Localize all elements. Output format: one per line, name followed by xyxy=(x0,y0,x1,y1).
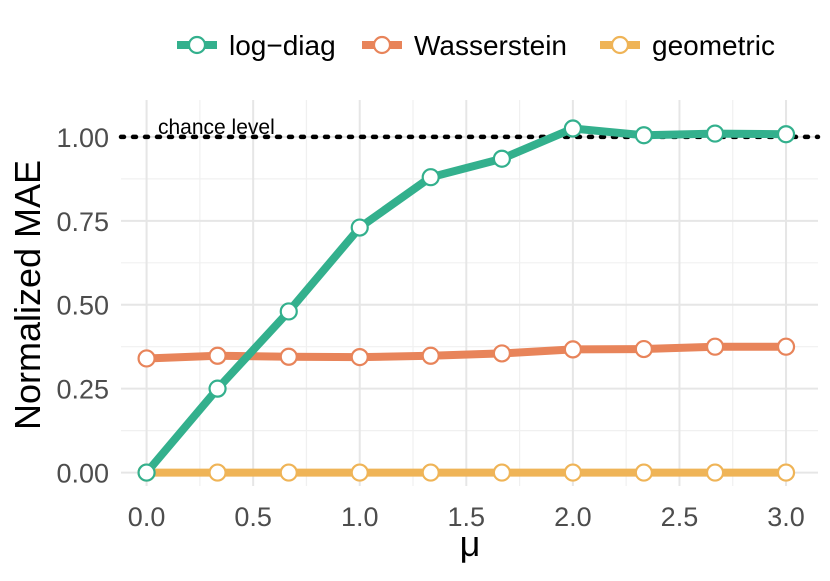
legend: log−diag Wasserstein geometric xyxy=(177,30,775,61)
data-point xyxy=(137,349,156,368)
data-point xyxy=(492,463,511,482)
y-tick-label: 1.00 xyxy=(56,123,109,153)
data-point xyxy=(421,463,440,482)
data-point xyxy=(705,463,725,482)
data-point xyxy=(350,463,369,482)
y-tick-label: 0.50 xyxy=(56,291,109,321)
series-group xyxy=(137,119,796,482)
y-tick-label: 0.75 xyxy=(56,207,109,237)
chance-level-label: chance level xyxy=(158,116,275,139)
x-axis-title: μ xyxy=(460,523,481,564)
legend-key-marker xyxy=(187,35,207,55)
data-point xyxy=(776,125,796,144)
grid xyxy=(121,100,818,486)
data-point xyxy=(421,346,440,365)
data-point xyxy=(421,168,440,187)
data-point xyxy=(492,344,511,363)
data-point xyxy=(563,119,582,138)
data-point xyxy=(492,149,511,168)
data-point xyxy=(208,463,227,482)
data-point xyxy=(705,124,725,143)
data-point xyxy=(350,348,369,367)
data-point xyxy=(563,340,582,359)
data-point xyxy=(563,463,582,482)
data-point xyxy=(776,463,796,482)
x-tick-label: 2.0 xyxy=(554,502,592,532)
data-point xyxy=(776,337,796,356)
data-point xyxy=(634,126,653,145)
series-line-0 xyxy=(143,124,787,476)
data-point xyxy=(279,347,298,366)
x-tick-label: 1.5 xyxy=(448,502,486,532)
x-tick-label: 0.5 xyxy=(234,502,272,532)
series-line-1 xyxy=(146,342,787,363)
x-tick-label: 2.5 xyxy=(661,502,699,532)
data-point xyxy=(705,337,725,356)
y-tick-label: 0.25 xyxy=(56,375,109,405)
axes: 0.0 0.5 1.0 1.5 2.0 2.5 3.0 0.00 0.25 0.50 0.75 1.0… xyxy=(56,123,804,532)
data-point xyxy=(137,463,156,482)
legend-key-marker xyxy=(610,35,630,55)
data-point xyxy=(208,379,227,398)
x-tick-label: 3.0 xyxy=(767,502,805,532)
x-tick-label: 1.0 xyxy=(341,502,379,532)
y-axis-title: Normalized MAE xyxy=(7,160,48,430)
legend-key-marker xyxy=(372,35,392,55)
data-point xyxy=(350,218,369,237)
data-point xyxy=(634,339,653,359)
legend-label: log−diag xyxy=(229,30,336,61)
legend-label: Wasserstein xyxy=(414,30,567,61)
legend-label: geometric xyxy=(652,30,775,61)
data-point xyxy=(279,302,298,321)
x-tick-label: 0.0 xyxy=(128,502,166,532)
y-tick-label: 0.00 xyxy=(56,459,109,489)
data-point xyxy=(279,463,298,482)
data-point xyxy=(208,346,227,365)
data-point xyxy=(634,463,653,482)
